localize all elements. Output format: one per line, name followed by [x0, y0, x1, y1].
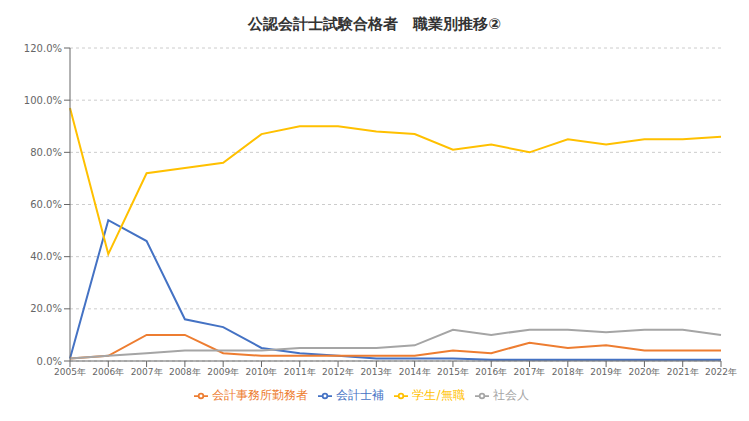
svg-text:2012年: 2012年 [322, 367, 354, 377]
svg-text:80.0%: 80.0% [30, 147, 62, 158]
html-text:公認会計士試験合格者 職業別推移②: 公認会計士試験合格者 職業別推移② [248, 15, 501, 33]
svg-text:2008年: 2008年 [169, 367, 201, 377]
html-text:学生/無職: 学生/無職 [412, 388, 465, 402]
svg-text:120.0%: 120.0% [24, 43, 62, 54]
svg-text:2020年: 2020年 [628, 367, 660, 377]
svg-text:2022年: 2022年 [705, 367, 737, 377]
svg-text:0.0%: 0.0% [37, 356, 62, 367]
svg-text:40.0%: 40.0% [30, 251, 62, 262]
svg-text:2017年: 2017年 [514, 367, 546, 377]
svg-text:2018年: 2018年 [552, 367, 584, 377]
svg-text:20.0%: 20.0% [30, 303, 62, 314]
svg-text:100.0%: 100.0% [24, 95, 62, 106]
svg-text:2014年: 2014年 [399, 367, 431, 377]
svg-text:2007年: 2007年 [131, 367, 163, 377]
svg-text:2011年: 2011年 [284, 367, 316, 377]
svg-text:2009年: 2009年 [207, 367, 239, 377]
svg-text:2013年: 2013年 [360, 367, 392, 377]
html-text:会計士補: 会計士補 [336, 388, 385, 402]
svg-text:2016年: 2016年 [475, 367, 507, 377]
html-text:社会人: 社会人 [492, 388, 529, 402]
svg-text:2010年: 2010年 [246, 367, 278, 377]
svg-text:2015年: 2015年 [437, 367, 469, 377]
svg-text:2021年: 2021年 [667, 367, 699, 377]
svg-text:2005年: 2005年 [54, 367, 86, 377]
html-text:会計事務所勤務者: 会計事務所勤務者 [212, 388, 309, 402]
svg-text:2006年: 2006年 [92, 367, 124, 377]
svg-text:60.0%: 60.0% [30, 199, 62, 210]
svg-text:2019年: 2019年 [590, 367, 622, 377]
